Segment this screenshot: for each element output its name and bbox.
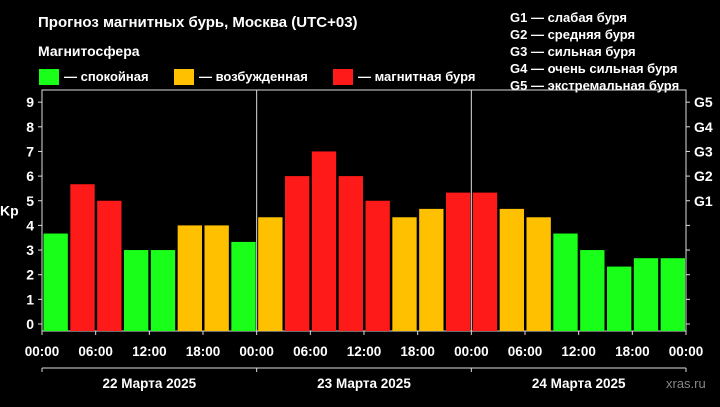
kp-bar — [392, 217, 417, 331]
y-tick-label: 1 — [26, 291, 34, 307]
kp-bar — [231, 241, 256, 331]
kp-bar — [70, 184, 95, 331]
kp-bar — [285, 176, 310, 331]
g-tick-label: G5 — [694, 94, 713, 110]
kp-bar — [365, 200, 390, 331]
kp-bar — [660, 258, 685, 331]
x-tick-label: 12:00 — [132, 344, 167, 359]
kp-bar — [124, 250, 149, 331]
g-legend-4: G4 — очень сильная буря — [510, 61, 678, 76]
x-tick-label: 06:00 — [78, 344, 113, 359]
day-label: 24 Марта 2025 — [532, 376, 626, 391]
x-tick-label: 18:00 — [186, 344, 221, 359]
legend-label-active: — возбужденная — [199, 69, 308, 84]
kp-bar — [204, 225, 229, 331]
y-tick-label: 0 — [26, 316, 34, 332]
kp-bar — [338, 176, 363, 331]
kp-bar — [633, 258, 659, 331]
y-tick-label: 6 — [26, 168, 34, 184]
y-tick-label: 3 — [26, 242, 34, 258]
y-tick-label: 7 — [26, 143, 34, 159]
kp-bar — [43, 233, 68, 331]
x-tick-label: 12:00 — [347, 344, 382, 359]
x-tick-label: 00:00 — [454, 344, 489, 359]
kp-bar — [446, 192, 471, 331]
g-legend-5: G5 — экстремальная буря — [510, 78, 680, 93]
chart-title: Прогноз магнитных бурь, Москва (UTC+03) — [38, 14, 358, 31]
g-tick-label: G4 — [694, 119, 713, 135]
kp-bar — [526, 217, 551, 331]
kp-bar — [472, 192, 498, 331]
legend-subtitle: Магнитосфера — [38, 43, 140, 59]
legend-label-storm: — магнитная буря — [358, 69, 476, 84]
x-tick-label: 12:00 — [561, 344, 596, 359]
g-legend-3: G3 — сильная буря — [510, 44, 636, 59]
y-tick-label: 5 — [26, 193, 34, 209]
legend-label-quiet: — спокойная — [64, 69, 149, 84]
kp-bar — [311, 151, 337, 331]
kp-bar — [177, 225, 202, 331]
y-tick-label: 8 — [26, 119, 34, 135]
kp-bar — [419, 208, 444, 331]
g-tick-label: G2 — [694, 168, 713, 184]
x-tick-label: 18:00 — [400, 344, 435, 359]
y-tick-label: 9 — [26, 94, 34, 110]
legend-swatch-quiet — [39, 69, 59, 85]
kp-bar — [580, 250, 605, 331]
y-tick-label: 2 — [26, 267, 34, 283]
kp-bar — [499, 208, 524, 331]
x-tick-label: 18:00 — [615, 344, 650, 359]
g-legend-1: G1 — слабая буря — [510, 10, 628, 25]
g-tick-label: G3 — [694, 143, 713, 159]
watermark: xras.ru — [666, 376, 706, 391]
y-tick-label: 4 — [26, 217, 34, 233]
legend-swatch-storm — [333, 69, 353, 85]
day-label: 23 Марта 2025 — [317, 376, 411, 391]
x-tick-label: 00:00 — [669, 344, 704, 359]
legend-swatch-active — [174, 69, 194, 85]
kp-bar — [97, 200, 122, 331]
kp-bar — [258, 217, 283, 331]
x-tick-label: 06:00 — [293, 344, 328, 359]
g-tick-label: G1 — [694, 193, 713, 209]
kp-bar — [607, 266, 632, 331]
day-label: 22 Марта 2025 — [103, 376, 197, 391]
g-legend-2: G2 — средняя буря — [510, 27, 636, 42]
kp-bar — [553, 233, 578, 331]
x-tick-label: 00:00 — [25, 344, 60, 359]
x-tick-label: 06:00 — [508, 344, 543, 359]
x-tick-label: 00:00 — [239, 344, 274, 359]
kp-bar — [150, 250, 176, 331]
y-axis-label: Kp — [0, 203, 19, 219]
